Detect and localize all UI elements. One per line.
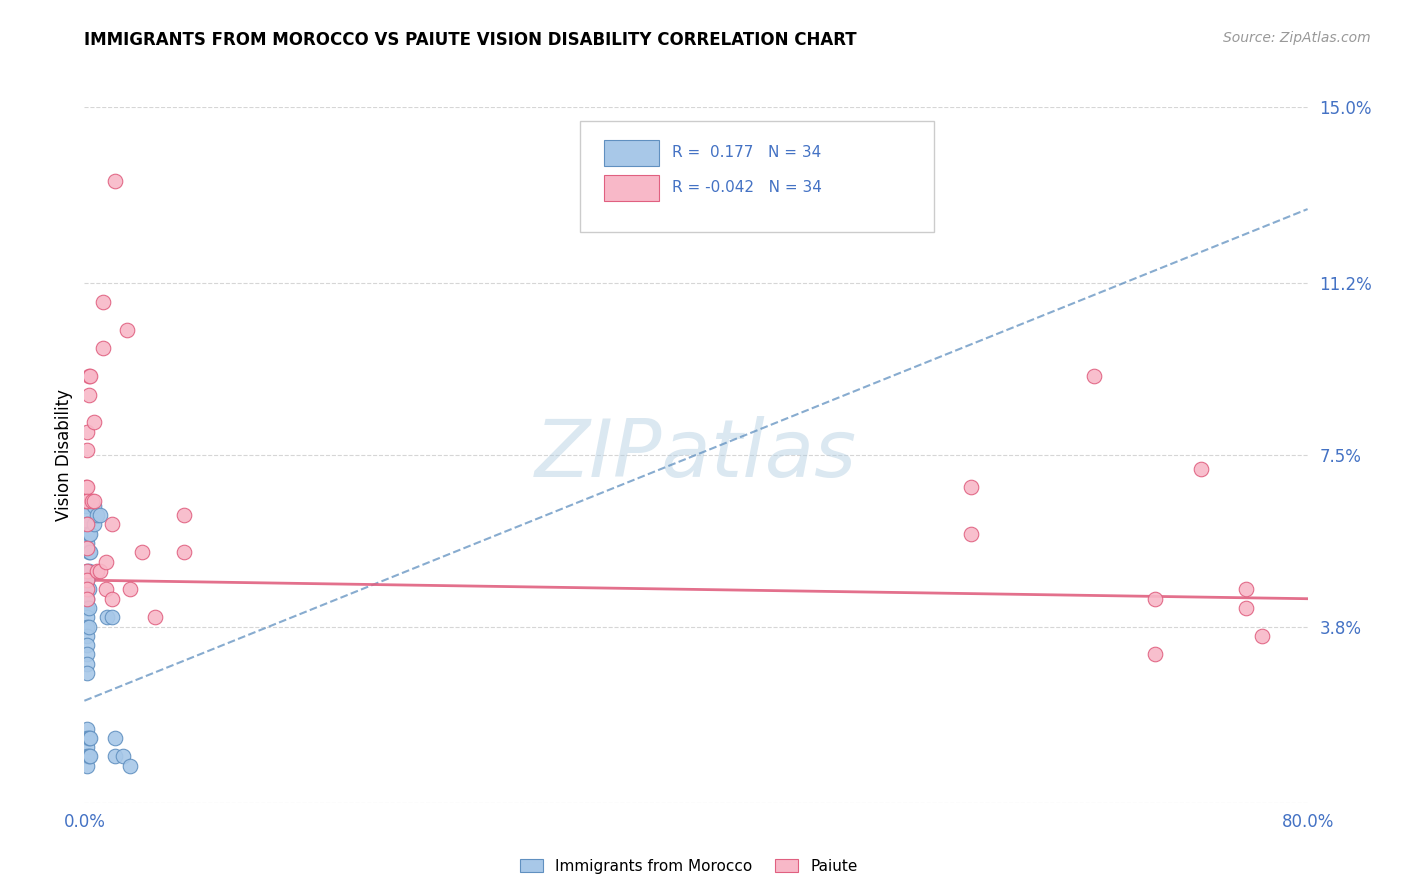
Point bbox=[76, 758, 98, 772]
Point bbox=[77, 387, 100, 401]
Point bbox=[77, 369, 100, 384]
Point bbox=[77, 582, 100, 597]
Point bbox=[1143, 591, 1166, 606]
Point bbox=[83, 517, 105, 532]
Point bbox=[83, 494, 105, 508]
Point bbox=[131, 545, 153, 559]
Point bbox=[960, 526, 983, 541]
Point bbox=[79, 731, 101, 745]
Point bbox=[76, 526, 98, 541]
Point bbox=[101, 610, 124, 624]
Point bbox=[76, 536, 98, 550]
Point bbox=[76, 665, 98, 680]
Point bbox=[76, 425, 98, 439]
Point bbox=[76, 517, 98, 532]
Point bbox=[96, 610, 118, 624]
Point bbox=[77, 601, 100, 615]
Point bbox=[1234, 601, 1257, 615]
Point bbox=[76, 591, 98, 606]
Point bbox=[173, 508, 195, 523]
Legend: Immigrants from Morocco, Paiute: Immigrants from Morocco, Paiute bbox=[515, 853, 863, 880]
Point bbox=[1083, 369, 1105, 384]
Point bbox=[76, 564, 98, 578]
Point bbox=[76, 480, 98, 494]
Point bbox=[76, 749, 98, 764]
Point bbox=[76, 517, 98, 532]
Point bbox=[76, 541, 98, 555]
Point bbox=[120, 582, 142, 597]
Point bbox=[89, 564, 111, 578]
Point bbox=[77, 619, 100, 633]
Point bbox=[94, 582, 117, 597]
Point bbox=[75, 480, 97, 494]
Point bbox=[101, 517, 124, 532]
Point bbox=[76, 564, 98, 578]
Point bbox=[1234, 582, 1257, 597]
Point bbox=[76, 494, 98, 508]
Point bbox=[104, 174, 127, 188]
Point bbox=[101, 591, 124, 606]
Point bbox=[91, 341, 114, 355]
FancyBboxPatch shape bbox=[605, 140, 659, 166]
Point bbox=[76, 443, 98, 458]
Point bbox=[76, 722, 98, 736]
Point bbox=[75, 508, 97, 523]
Point bbox=[77, 731, 100, 745]
Point bbox=[76, 582, 98, 597]
Point bbox=[77, 526, 100, 541]
Point bbox=[79, 749, 101, 764]
Point bbox=[76, 731, 98, 745]
Point bbox=[104, 749, 127, 764]
Point bbox=[76, 610, 98, 624]
Text: R =  0.177   N = 34: R = 0.177 N = 34 bbox=[672, 145, 821, 161]
Point bbox=[83, 416, 105, 430]
Point bbox=[94, 555, 117, 569]
Point bbox=[75, 499, 97, 513]
Text: Source: ZipAtlas.com: Source: ZipAtlas.com bbox=[1223, 31, 1371, 45]
Point bbox=[76, 629, 98, 643]
Point bbox=[1189, 462, 1212, 476]
Point bbox=[76, 601, 98, 615]
Text: ZIPatlas: ZIPatlas bbox=[534, 416, 858, 494]
Text: R = -0.042   N = 34: R = -0.042 N = 34 bbox=[672, 180, 821, 195]
Point bbox=[79, 526, 101, 541]
Point bbox=[76, 657, 98, 671]
FancyBboxPatch shape bbox=[579, 121, 935, 232]
Point bbox=[76, 573, 98, 587]
Point bbox=[79, 545, 101, 559]
Point bbox=[76, 591, 98, 606]
Point bbox=[86, 508, 108, 523]
Text: IMMIGRANTS FROM MOROCCO VS PAIUTE VISION DISABILITY CORRELATION CHART: IMMIGRANTS FROM MOROCCO VS PAIUTE VISION… bbox=[84, 31, 858, 49]
Point bbox=[89, 508, 111, 523]
Point bbox=[76, 638, 98, 652]
Point bbox=[83, 499, 105, 513]
Point bbox=[77, 749, 100, 764]
Point bbox=[76, 619, 98, 633]
Point bbox=[111, 749, 134, 764]
Point bbox=[86, 564, 108, 578]
Point bbox=[1143, 648, 1166, 662]
Point bbox=[76, 648, 98, 662]
Point bbox=[104, 731, 127, 745]
Point bbox=[76, 740, 98, 755]
Point bbox=[91, 294, 114, 309]
Point bbox=[120, 758, 142, 772]
Y-axis label: Vision Disability: Vision Disability bbox=[55, 389, 73, 521]
Point bbox=[1250, 629, 1272, 643]
Point bbox=[79, 369, 101, 384]
Point bbox=[115, 323, 138, 337]
Point bbox=[960, 480, 983, 494]
Point bbox=[80, 494, 103, 508]
FancyBboxPatch shape bbox=[605, 175, 659, 201]
Point bbox=[173, 545, 195, 559]
Point bbox=[77, 545, 100, 559]
Point bbox=[143, 610, 166, 624]
Point bbox=[76, 573, 98, 587]
Point bbox=[77, 564, 100, 578]
Point bbox=[75, 494, 97, 508]
Point bbox=[76, 582, 98, 597]
